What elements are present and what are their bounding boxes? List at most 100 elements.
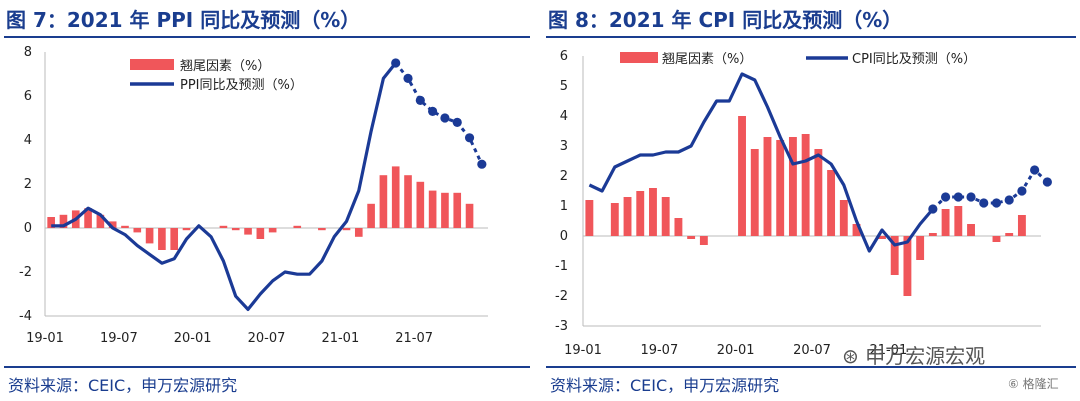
right-figure-title: 图 8：2021 年 CPI 同比及预测（%） [548, 8, 903, 32]
y-tick-label: 0 [560, 229, 568, 244]
bar-tail-factor [231, 228, 240, 231]
bar-tail-factor [367, 203, 375, 228]
y-tick-label: 2 [24, 177, 32, 192]
bar-tail-factor [158, 228, 166, 250]
bar-tail-factor [941, 209, 950, 236]
bar-tail-factor [801, 134, 810, 236]
forecast-line [931, 167, 1049, 211]
x-tick-label: 20-07 [793, 343, 831, 358]
left-source: 资料来源：CEIC，申万宏源研究 [8, 376, 238, 395]
bar-tail-factor [145, 228, 154, 244]
bar-tail-factor [182, 228, 191, 231]
bar-tail-factor [108, 221, 117, 228]
bar-tail-factor [750, 149, 759, 236]
bar-tail-factor [133, 228, 142, 233]
bar-tail-factor [852, 224, 861, 236]
y-tick-label: 3 [560, 139, 568, 154]
y-tick-label: 5 [560, 79, 568, 94]
bar-tail-factor [954, 206, 963, 236]
actual-line [51, 62, 397, 311]
y-tick-label: 8 [24, 45, 32, 60]
bar-tail-factor [814, 149, 823, 236]
bar-tail-factor [428, 190, 437, 228]
bar-tail-factor [967, 224, 975, 236]
forecast-point [979, 198, 989, 208]
forecast-point [928, 204, 938, 214]
bar-tail-factor [293, 225, 302, 228]
y-tick-label: 0 [24, 221, 32, 236]
bar-tail-factor [121, 225, 129, 228]
x-tick-label: 21-01 [869, 343, 907, 358]
forecast-point [1042, 177, 1052, 187]
bar-tail-factor [219, 225, 228, 228]
bar-tail-factor [96, 214, 105, 228]
bar-tail-factor [1017, 215, 1026, 236]
forecast-point [452, 117, 462, 127]
watermark-text: 申万宏源宏观 [865, 344, 986, 368]
bar-tail-factor [1005, 233, 1014, 236]
y-tick-label: 6 [24, 89, 32, 104]
watermark-badge-text: 格隆汇 [1022, 377, 1059, 391]
bar-tail-factor [84, 208, 92, 228]
x-tick-label: 19-01 [564, 343, 602, 358]
y-tick-label: 4 [560, 109, 568, 124]
bar-tail-factor [379, 175, 388, 228]
forecast-point [428, 106, 438, 116]
legend-line-label: PPI同比及预测（%） [180, 78, 303, 93]
ppi-chart: -4 -2 0 2 4 6 8 19-01 19-07 20-01 20-07 21-01 21-07 翘… [19, 45, 488, 346]
bar-tail-factor [47, 217, 55, 228]
bar-tail-factor [268, 228, 277, 233]
bar-tail-factor [465, 203, 474, 228]
bar-tail-factor [256, 228, 265, 239]
bar-tail-factor [441, 192, 449, 228]
forecast-point [477, 159, 487, 169]
actual-line [588, 72, 935, 253]
left-figure-title: 图 7：2021 年 PPI 同比及预测（%） [6, 8, 361, 32]
bar-tail-factor [890, 236, 899, 275]
forecast-point [415, 95, 425, 105]
bar-tail-factor [244, 228, 252, 235]
right-source-rule [546, 366, 1076, 368]
bar-tail-factor [416, 181, 425, 228]
bar-tail-factor [391, 166, 400, 228]
bar-tail-factor [404, 175, 412, 228]
legend-bar-swatch [130, 59, 174, 70]
watermark-badge: ⑥ 格隆汇 [1008, 375, 1059, 392]
x-tick-label: 19-01 [26, 331, 64, 346]
y-tick-label: -1 [555, 259, 568, 274]
forecast-point [1017, 186, 1027, 196]
bar-tail-factor [878, 236, 886, 239]
bar-tail-factor [788, 137, 797, 236]
y-tick-label: 4 [24, 133, 32, 148]
bar-tail-factor [776, 140, 785, 236]
x-tick-label: 19-07 [100, 331, 138, 346]
x-tick-label: 20-07 [248, 331, 286, 346]
forecast-point [1030, 165, 1040, 175]
bar-tail-factor [59, 214, 68, 228]
bar-tail-factor [318, 228, 326, 231]
bar-tail-factor [674, 218, 683, 236]
bar-tail-factor [170, 228, 179, 250]
y-tick-label: -3 [555, 319, 568, 334]
y-tick-label: 6 [560, 49, 568, 64]
forecast-point [991, 198, 1002, 208]
y-tick-label: -4 [19, 309, 32, 324]
x-tick-label: 19-07 [640, 343, 678, 358]
bar-tail-factor [699, 236, 708, 245]
legend-bar-swatch [620, 52, 658, 63]
x-tick-label: 20-01 [717, 343, 755, 358]
bar-tail-factor [827, 170, 836, 236]
bar-tail-factor [342, 228, 351, 231]
bar-tail-factor [636, 191, 645, 236]
forecast-point [464, 133, 475, 143]
bar-tail-factor [903, 236, 912, 296]
bar-tail-factor [763, 137, 772, 236]
legend-bar-label: 翘尾因素（%） [662, 52, 752, 67]
wechat-icon: ⊛ [842, 344, 859, 368]
x-tick-label: 21-01 [321, 331, 359, 346]
right-source: 资料来源：CEIC，申万宏源研究 [550, 376, 780, 395]
bar-tail-factor [354, 228, 363, 237]
badge-icon: ⑥ [1008, 377, 1019, 391]
bar-tail-factor [687, 236, 696, 239]
